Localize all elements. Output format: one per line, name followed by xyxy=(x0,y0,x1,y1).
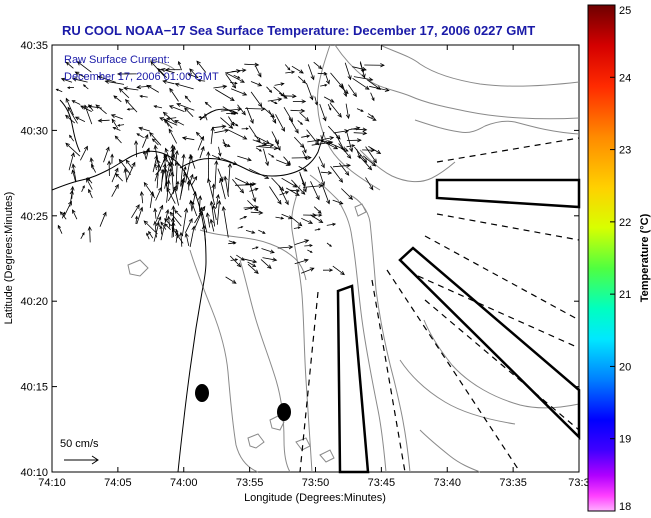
colorbar-tick-label: 22 xyxy=(619,217,631,229)
y-tick-label: 40:20 xyxy=(20,296,48,308)
colorbar-tick-label: 19 xyxy=(619,434,631,446)
colorbar-tick-label: 25 xyxy=(619,5,631,17)
y-tick-label: 40:15 xyxy=(20,382,48,394)
current-label-line2: December 17, 2006 01:00 GMT xyxy=(64,71,219,83)
surface-current-vectors xyxy=(55,60,390,284)
y-tick-label: 40:35 xyxy=(20,40,48,52)
scale-arrow xyxy=(64,455,99,465)
colorbar-tick-label: 20 xyxy=(619,361,631,373)
x-axis-label: Longitude (Degrees:Minutes) xyxy=(244,492,386,504)
depth-contours xyxy=(127,44,580,473)
x-tick-label: 73:40 xyxy=(433,477,461,489)
colorbar-label: Temperature (°C) xyxy=(639,213,651,302)
radar-beams xyxy=(336,178,581,474)
y-axis-label: Latitude (Degrees:Minutes) xyxy=(3,192,15,325)
dashed-beam-lines xyxy=(299,137,580,473)
station-marker xyxy=(277,403,291,421)
x-axis-ticks: 74:10 74:05 74:00 73:55 73:50 73:45 73:40 73:35… xyxy=(38,45,590,489)
y-tick-label: 40:30 xyxy=(20,125,48,137)
colorbar-tick-label: 24 xyxy=(619,72,631,84)
colorbar: 25 24 23 22 21 20 19 18 Temperature (°C) xyxy=(587,4,651,513)
scale-label: 50 cm/s xyxy=(60,438,99,450)
x-tick-label: 73:35 xyxy=(499,477,527,489)
y-axis-ticks: 40:35 40:30 40:25 40:20 40:15 40:10 xyxy=(20,40,579,479)
x-tick-label: 74:10 xyxy=(38,477,66,489)
colorbar-tick-label: 21 xyxy=(619,289,631,301)
x-tick-label: 73:3 xyxy=(568,477,589,489)
map-frame xyxy=(51,44,580,473)
x-tick-label: 73:55 xyxy=(236,477,264,489)
colorbar-tick-label: 23 xyxy=(619,145,631,157)
colorbar-scale xyxy=(587,4,616,512)
x-tick-label: 74:05 xyxy=(104,477,132,489)
chart-title: RU COOL NOAA−17 Sea Surface Temperature:… xyxy=(62,23,535,38)
map-panel: 50 cm/s Raw Surface Current: December 17… xyxy=(51,44,581,474)
x-tick-label: 74:00 xyxy=(170,477,198,489)
y-tick-label: 40:25 xyxy=(20,211,48,223)
current-label-line1: Raw Surface Current: xyxy=(64,54,170,66)
station-marker xyxy=(195,384,209,402)
x-tick-label: 73:45 xyxy=(368,477,396,489)
colorbar-ticks: 25 24 23 22 21 20 19 18 xyxy=(610,4,631,513)
y-tick-label: 40:10 xyxy=(20,467,48,479)
colorbar-tick-label: 18 xyxy=(619,501,631,513)
x-tick-label: 73:50 xyxy=(302,477,330,489)
